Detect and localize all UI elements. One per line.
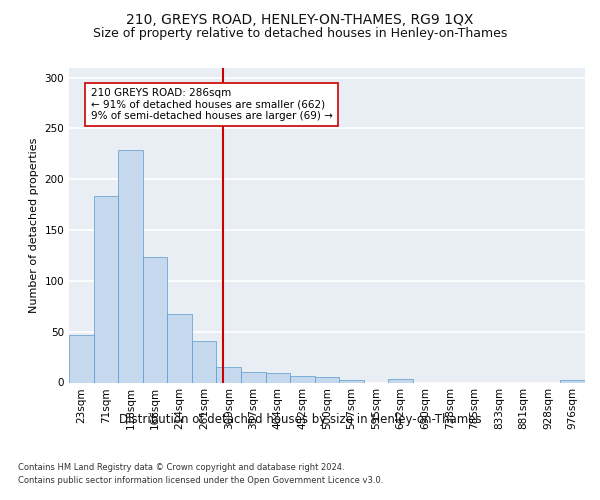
Bar bbox=[560, 380, 585, 382]
Bar bbox=[217, 368, 241, 382]
Bar bbox=[69, 334, 94, 382]
Bar bbox=[388, 380, 413, 382]
Bar bbox=[192, 341, 217, 382]
Y-axis label: Number of detached properties: Number of detached properties bbox=[29, 138, 39, 312]
Bar bbox=[94, 196, 118, 382]
Bar bbox=[167, 314, 192, 382]
Text: Contains public sector information licensed under the Open Government Licence v3: Contains public sector information licen… bbox=[18, 476, 383, 485]
Text: 210 GREYS ROAD: 286sqm
← 91% of detached houses are smaller (662)
9% of semi-det: 210 GREYS ROAD: 286sqm ← 91% of detached… bbox=[91, 88, 332, 121]
Text: 210, GREYS ROAD, HENLEY-ON-THAMES, RG9 1QX: 210, GREYS ROAD, HENLEY-ON-THAMES, RG9 1… bbox=[127, 12, 473, 26]
Bar bbox=[241, 372, 266, 382]
Text: Distribution of detached houses by size in Henley-on-Thames: Distribution of detached houses by size … bbox=[119, 412, 481, 426]
Bar bbox=[290, 376, 315, 382]
Bar bbox=[143, 256, 167, 382]
Bar bbox=[339, 380, 364, 382]
Bar bbox=[266, 374, 290, 382]
Text: Contains HM Land Registry data © Crown copyright and database right 2024.: Contains HM Land Registry data © Crown c… bbox=[18, 464, 344, 472]
Bar bbox=[315, 378, 339, 382]
Bar bbox=[118, 150, 143, 382]
Text: Size of property relative to detached houses in Henley-on-Thames: Size of property relative to detached ho… bbox=[93, 28, 507, 40]
